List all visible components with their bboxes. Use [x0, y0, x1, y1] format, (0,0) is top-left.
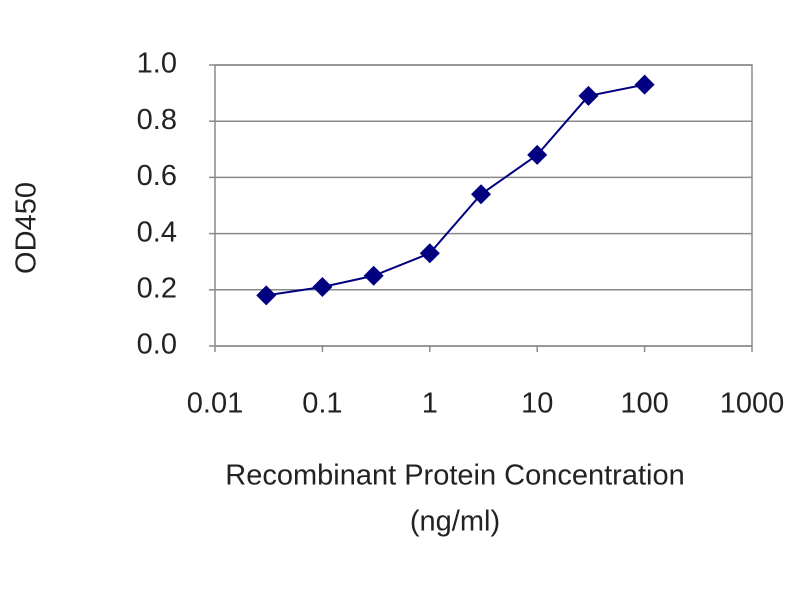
data-point [471, 184, 492, 205]
x-tick-label: 0.01 [187, 388, 243, 420]
y-tick-label: 0.0 [137, 329, 177, 361]
y-tick-label: 0.2 [137, 272, 177, 304]
x-tick-label: 10 [521, 388, 553, 420]
data-point [578, 85, 599, 106]
y-tick-label: 0.8 [137, 104, 177, 136]
data-point [527, 144, 548, 165]
x-tick-label: 0.1 [302, 388, 342, 420]
x-tick-label: 100 [620, 388, 668, 420]
data-point [363, 265, 384, 286]
x-tick-label: 1 [422, 388, 438, 420]
y-tick-label: 1.0 [137, 48, 177, 80]
data-point [634, 74, 655, 95]
y-axis-title: OD450 [11, 182, 43, 274]
y-tick-label: 0.4 [137, 216, 177, 248]
data-point [312, 276, 333, 297]
plot-area [214, 64, 753, 347]
y-tick-label: 0.6 [137, 160, 177, 192]
data-line [266, 83, 645, 297]
data-point [419, 243, 440, 264]
x-tick-label: 1000 [720, 388, 785, 420]
x-axis-title: (ng/ml) [410, 506, 500, 538]
data-point [256, 285, 277, 306]
x-axis-title: Recombinant Protein Concentration [225, 460, 684, 492]
